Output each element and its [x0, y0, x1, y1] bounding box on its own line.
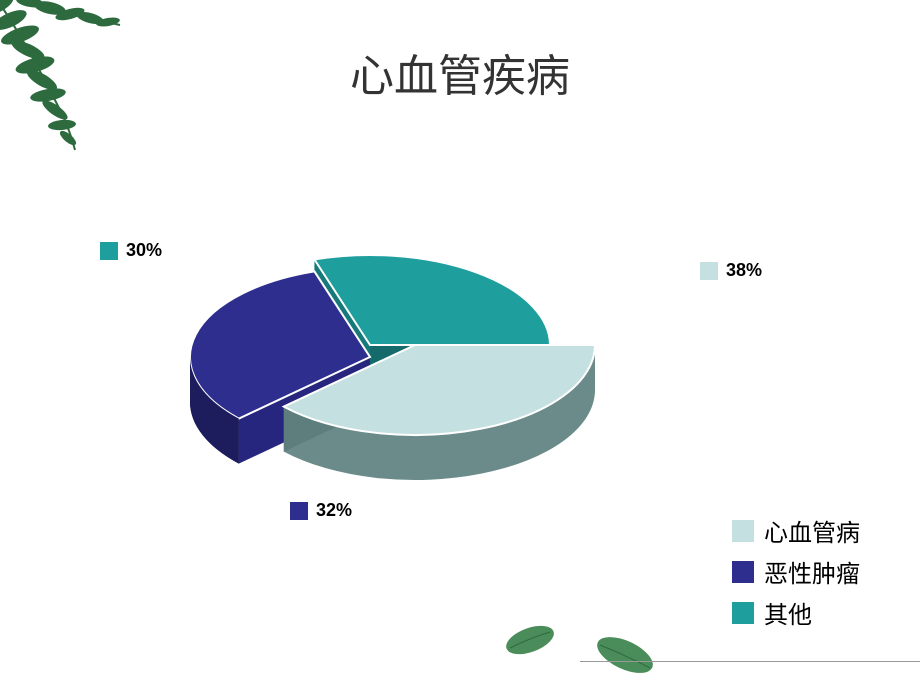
- legend-label-other: 其他: [764, 595, 812, 630]
- legend-marker-cardiovascular: [732, 520, 754, 542]
- label-malignant: 32%: [290, 500, 352, 521]
- percent-cardiovascular: 38%: [726, 260, 762, 281]
- legend: 心血管病 恶性肿瘤 其他: [732, 513, 860, 630]
- legend-label-cardiovascular: 心血管病: [764, 513, 860, 548]
- legend-item-other: 其他: [732, 595, 860, 630]
- legend-label-malignant: 恶性肿瘤: [764, 554, 860, 589]
- legend-marker-malignant: [732, 561, 754, 583]
- leaf-decoration-1: [500, 620, 560, 660]
- marker-other: [100, 242, 118, 260]
- percent-other: 30%: [126, 240, 162, 261]
- leaf-decoration-2: [590, 630, 660, 680]
- marker-cardiovascular: [700, 262, 718, 280]
- label-cardiovascular: 38%: [700, 260, 762, 281]
- bottom-divider: [580, 661, 920, 662]
- legend-item-cardiovascular: 心血管病: [732, 513, 860, 548]
- percent-malignant: 32%: [316, 500, 352, 521]
- legend-item-malignant: 恶性肿瘤: [732, 554, 860, 589]
- marker-malignant: [290, 502, 308, 520]
- legend-marker-other: [732, 602, 754, 624]
- slide-title: 心血管疾病: [0, 40, 920, 104]
- label-other: 30%: [100, 240, 162, 261]
- pie-chart: [80, 200, 700, 540]
